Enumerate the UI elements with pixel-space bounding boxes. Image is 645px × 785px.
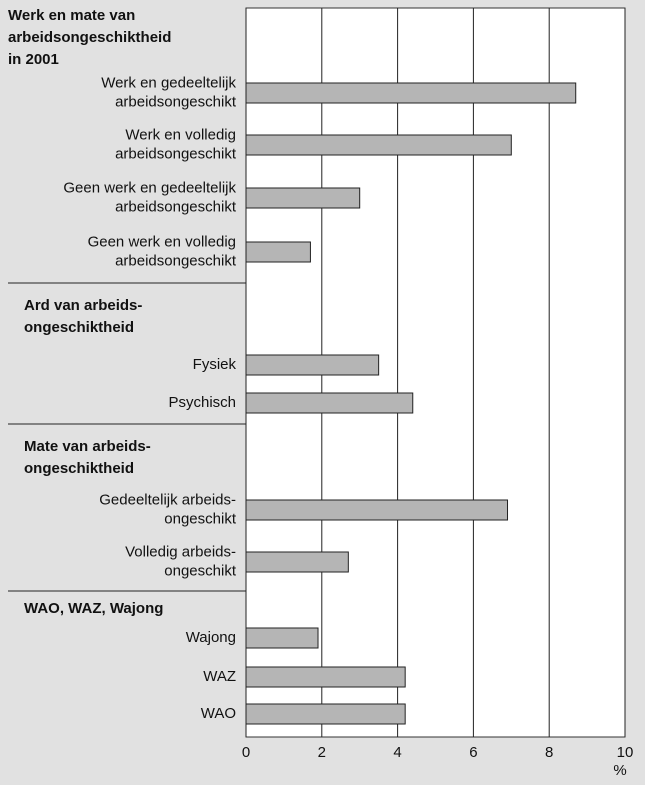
group-title: ongeschiktheid (24, 460, 134, 477)
category-label: Werk en volledig (125, 126, 236, 143)
x-tick-label: 4 (393, 744, 401, 761)
x-tick-label: 0 (242, 744, 250, 761)
category-label: Geen werk en volledig (88, 233, 236, 250)
category-label: Psychisch (168, 394, 236, 411)
group-title: arbeidsongeschiktheid (8, 29, 171, 46)
group-title: Mate van arbeids- (24, 438, 151, 455)
category-label: Fysiek (193, 356, 237, 373)
group-title: Ard van arbeids- (24, 297, 142, 314)
group-title: ongeschiktheid (24, 319, 134, 336)
category-label: Volledig arbeids- (125, 543, 236, 560)
category-label: Wajong (186, 629, 236, 646)
category-label: Werk en gedeeltelijk (101, 74, 236, 91)
bar (245, 241, 311, 263)
category-label: Gedeeltelijk arbeids- (99, 491, 236, 508)
bar (245, 187, 361, 209)
category-label: ongeschikt (164, 562, 237, 579)
category-label: WAZ (203, 668, 236, 685)
category-label: arbeidsongeschikt (115, 93, 237, 110)
bar (245, 666, 406, 688)
category-label: ongeschikt (164, 510, 237, 527)
x-tick-label: 10 (617, 744, 634, 761)
x-tick-label: 8 (545, 744, 553, 761)
x-unit: % (613, 762, 626, 779)
category-label: Geen werk en gedeeltelijk (63, 179, 236, 196)
x-tick-label: 6 (469, 744, 477, 761)
bar (245, 134, 512, 156)
group-title: WAO, WAZ, Wajong (24, 600, 163, 617)
bar (245, 354, 380, 376)
group-title: Werk en mate van (8, 7, 135, 24)
bar (245, 703, 406, 725)
bar (245, 499, 509, 521)
x-tick-label: 2 (318, 744, 326, 761)
group-title: in 2001 (8, 51, 59, 68)
bar (245, 392, 414, 414)
bar (245, 627, 319, 649)
category-label: arbeidsongeschikt (115, 252, 237, 269)
bar (245, 82, 577, 104)
category-label: arbeidsongeschikt (115, 145, 237, 162)
category-label: WAO (201, 705, 236, 722)
category-label: arbeidsongeschikt (115, 198, 237, 215)
bar (245, 551, 349, 573)
